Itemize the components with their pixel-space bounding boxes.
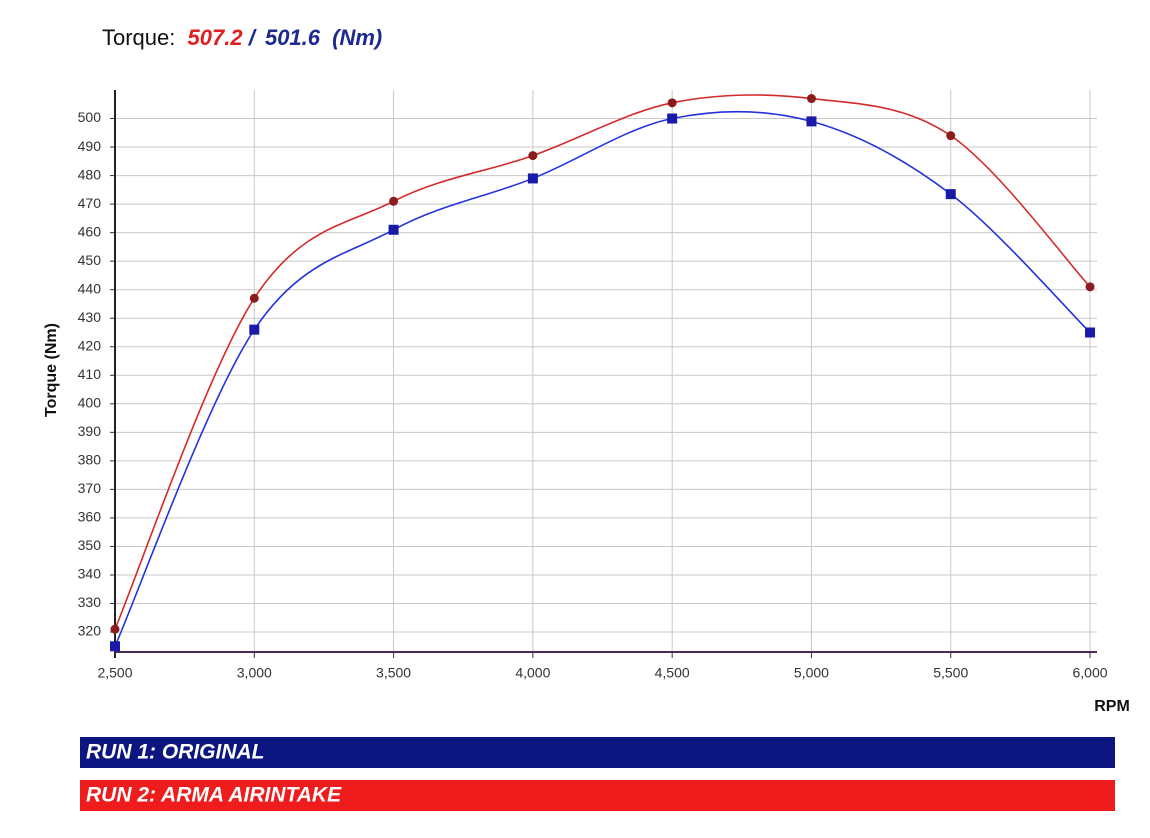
marker: [249, 293, 259, 303]
marker: [1085, 282, 1095, 292]
x-tick-label: 4,500: [655, 665, 690, 681]
title-separator: /: [248, 25, 258, 50]
title-value-a: 507.2: [188, 25, 244, 50]
y-tick-label: 440: [78, 280, 102, 296]
y-tick-label: 430: [78, 309, 102, 325]
marker: [249, 324, 260, 335]
y-axis-title: Torque (Nm): [43, 323, 60, 417]
y-tick-label: 420: [78, 337, 102, 353]
x-tick-label: 5,000: [794, 665, 829, 681]
marker: [110, 641, 120, 652]
title-unit: (Nm): [332, 25, 382, 50]
x-tick-label: 3,500: [376, 665, 411, 681]
y-tick-label: 340: [78, 566, 102, 582]
title-value-b: 501.6: [265, 25, 321, 50]
x-tick-label: 4,000: [515, 665, 550, 681]
marker: [667, 98, 677, 108]
y-tick-label: 360: [78, 509, 102, 525]
x-axis-title: RPM: [1094, 698, 1130, 715]
marker: [667, 113, 678, 124]
legend-swatch: [80, 780, 1115, 811]
y-tick-label: 460: [78, 223, 102, 239]
y-tick-label: 470: [78, 195, 102, 211]
x-tick-label: 3,000: [237, 665, 272, 681]
y-tick-label: 390: [78, 423, 102, 439]
y-tick-label: 330: [78, 594, 102, 610]
y-tick-label: 350: [78, 537, 102, 553]
y-tick-label: 380: [78, 452, 102, 468]
marker: [528, 151, 538, 161]
title-label: Torque:: [102, 25, 175, 50]
legend-swatch: [80, 737, 1115, 768]
marker: [388, 224, 399, 235]
series-line: [114, 94, 1091, 630]
legend-label: RUN 2: ARMA AIRINTAKE: [86, 784, 342, 807]
x-tick-label: 2,500: [97, 665, 132, 681]
marker: [1085, 327, 1096, 338]
y-tick-label: 500: [78, 109, 102, 125]
y-tick-label: 410: [78, 366, 102, 382]
marker: [110, 624, 120, 634]
y-tick-label: 450: [78, 252, 102, 268]
marker: [527, 173, 538, 184]
legend-label: RUN 1: ORIGINAL: [86, 741, 265, 764]
marker: [945, 189, 956, 200]
marker: [389, 196, 399, 206]
marker: [946, 131, 956, 141]
marker: [806, 116, 817, 127]
y-tick-label: 490: [78, 138, 102, 154]
y-tick-label: 370: [78, 480, 102, 496]
series-line: [114, 110, 1091, 647]
x-tick-label: 5,500: [933, 665, 968, 681]
y-tick-label: 400: [78, 395, 102, 411]
chart-title: Torque: 507.2 / 501.6 (Nm): [102, 25, 382, 50]
marker: [806, 94, 816, 104]
x-tick-label: 6,000: [1073, 665, 1108, 681]
y-tick-label: 480: [78, 166, 102, 182]
y-tick-label: 320: [78, 623, 102, 639]
